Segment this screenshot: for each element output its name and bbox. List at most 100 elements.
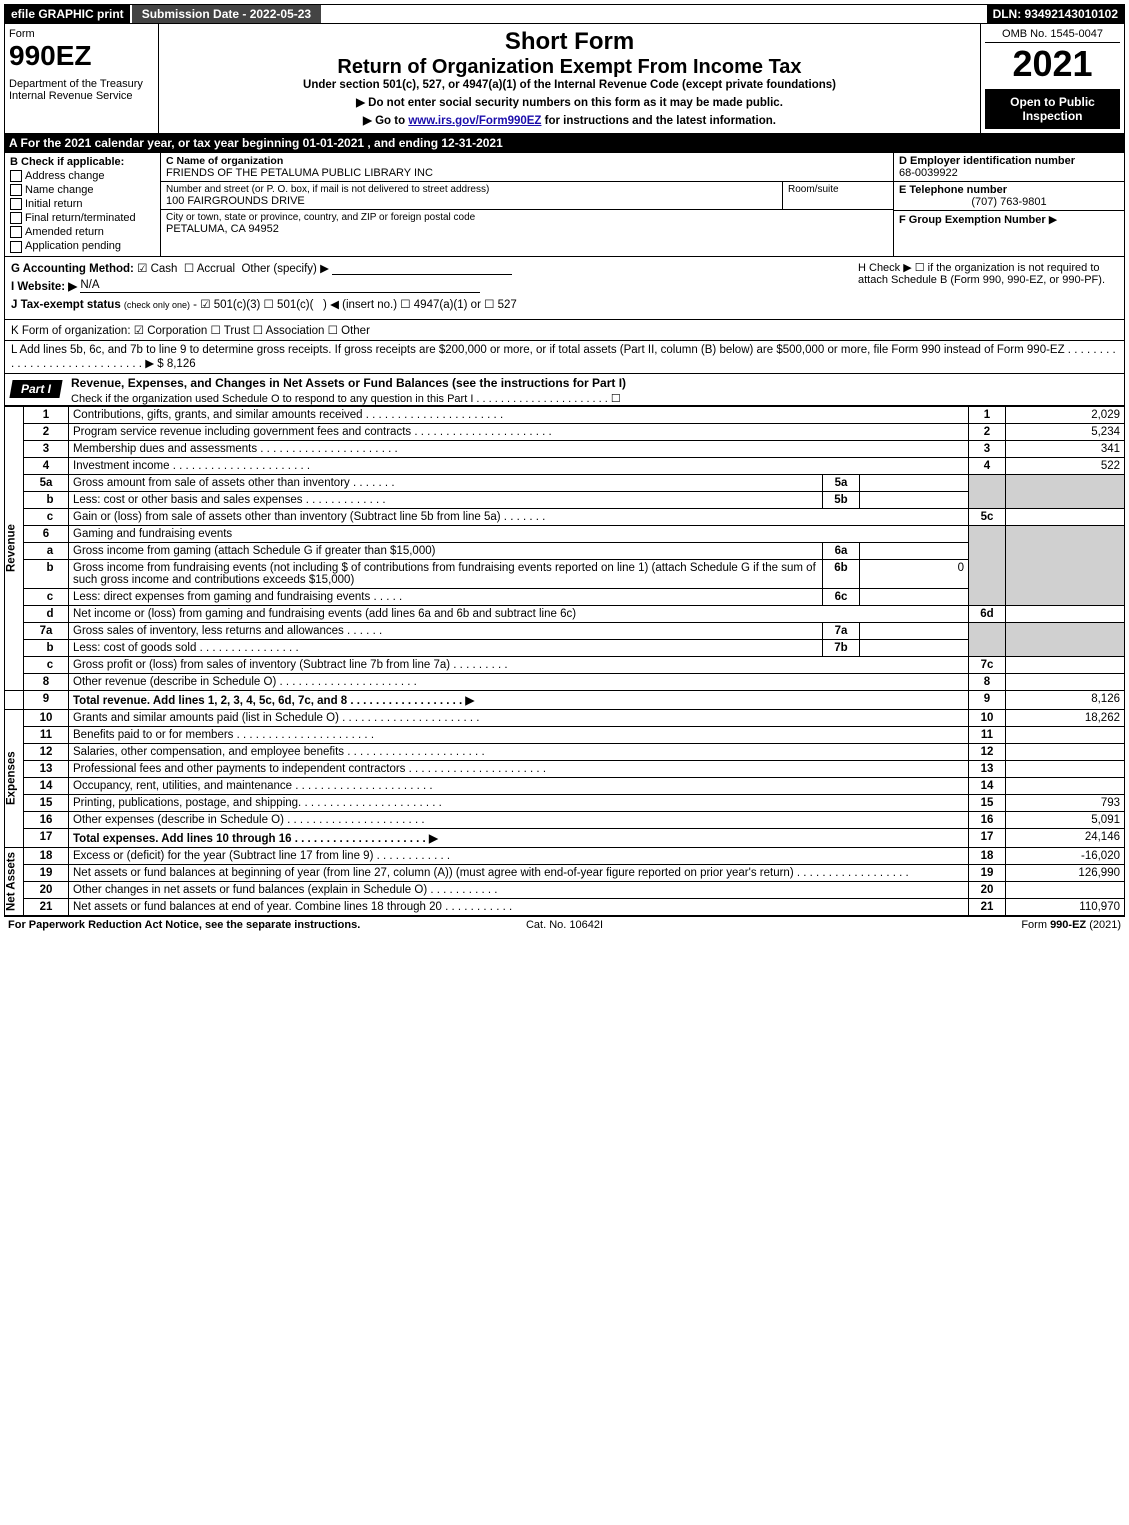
- line7b-boxval: [860, 639, 969, 656]
- line5b-desc: Less: cost or other basis and sales expe…: [69, 491, 823, 508]
- line13-num: 13: [24, 760, 69, 777]
- city-label: City or town, state or province, country…: [166, 212, 888, 223]
- line7a-boxlbl: 7a: [823, 622, 860, 639]
- line6c-num: c: [24, 588, 69, 605]
- line20-rnum: 20: [969, 881, 1006, 898]
- line13-rnum: 13: [969, 760, 1006, 777]
- line13-rval: [1006, 760, 1125, 777]
- other-specify: Other (specify) ▶: [241, 263, 328, 275]
- line6-desc: Gaming and fundraising events: [69, 525, 969, 542]
- chk-cash[interactable]: ☑ Cash: [137, 263, 177, 275]
- line15-rval: 793: [1006, 794, 1125, 811]
- line1-rnum: 1: [969, 406, 1006, 423]
- line2-rval: 5,234: [1006, 423, 1125, 440]
- line7c-num: c: [24, 656, 69, 673]
- part1-table: Revenue 1 Contributions, gifts, grants, …: [4, 406, 1125, 916]
- line5c-num: c: [24, 508, 69, 525]
- line15-rnum: 15: [969, 794, 1006, 811]
- line16-rnum: 16: [969, 811, 1006, 828]
- line10-rnum: 10: [969, 709, 1006, 726]
- line7b-boxlbl: 7b: [823, 639, 860, 656]
- line4-desc: Investment income: [69, 457, 969, 474]
- note2-pre: ▶ Go to: [363, 115, 408, 127]
- line4-rval: 522: [1006, 457, 1125, 474]
- sections-bcdef: B Check if applicable: Address change Na…: [4, 153, 1125, 257]
- section-k: K Form of organization: ☑ Corporation ☐ …: [4, 320, 1125, 341]
- tax-year: 2021: [985, 43, 1120, 85]
- line5b-boxlbl: 5b: [823, 491, 860, 508]
- line16-rval: 5,091: [1006, 811, 1125, 828]
- line10-desc: Grants and similar amounts paid (list in…: [69, 709, 969, 726]
- chk-final-return[interactable]: Final return/terminated: [10, 212, 155, 224]
- efile-print-button[interactable]: efile GRAPHIC print: [5, 5, 130, 23]
- line7a-num: 7a: [24, 622, 69, 639]
- line4-rnum: 4: [969, 457, 1006, 474]
- line20-desc: Other changes in net assets or fund bala…: [69, 881, 969, 898]
- line4-num: 4: [24, 457, 69, 474]
- line5b-num: b: [24, 491, 69, 508]
- line12-rval: [1006, 743, 1125, 760]
- line7ab-shade: [969, 622, 1006, 656]
- line6b-num: b: [24, 559, 69, 588]
- line2-desc: Program service revenue including govern…: [69, 423, 969, 440]
- line6b-boxlbl: 6b: [823, 559, 860, 588]
- line6c-boxlbl: 6c: [823, 588, 860, 605]
- chk-accrual[interactable]: ☐ Accrual: [184, 263, 235, 275]
- line18-desc: Excess or (deficit) for the year (Subtra…: [69, 847, 969, 864]
- department: Department of the Treasury Internal Reve…: [9, 78, 154, 102]
- line19-rval: 126,990: [1006, 864, 1125, 881]
- street-label: Number and street (or P. O. box, if mail…: [166, 184, 777, 195]
- line5a-desc: Gross amount from sale of assets other t…: [69, 474, 823, 491]
- topbar: efile GRAPHIC print Submission Date - 20…: [4, 4, 1125, 24]
- line8-num: 8: [24, 673, 69, 690]
- line6b-boxval: 0: [860, 559, 969, 588]
- chk-amended-return[interactable]: Amended return: [10, 226, 155, 238]
- chk-application-pending[interactable]: Application pending: [10, 240, 155, 252]
- header-left: Form 990EZ Department of the Treasury In…: [5, 24, 159, 133]
- line7c-desc: Gross profit or (loss) from sales of inv…: [69, 656, 969, 673]
- chk-address-change[interactable]: Address change: [10, 170, 155, 182]
- line5ab-shade-val: [1006, 474, 1125, 508]
- sections-ghij: H Check ▶ ☐ if the organization is not r…: [4, 257, 1125, 320]
- line19-desc: Net assets or fund balances at beginning…: [69, 864, 969, 881]
- line3-desc: Membership dues and assessments: [69, 440, 969, 457]
- line2-rnum: 2: [969, 423, 1006, 440]
- line6d-num: d: [24, 605, 69, 622]
- part1-badge: Part I: [9, 380, 62, 398]
- chk-initial-return[interactable]: Initial return: [10, 198, 155, 210]
- line11-desc: Benefits paid to or for members: [69, 726, 969, 743]
- other-specify-input[interactable]: [332, 261, 512, 275]
- line8-rval: [1006, 673, 1125, 690]
- line7b-desc: Less: cost of goods sold . . . . . . . .…: [69, 639, 823, 656]
- line7c-rnum: 7c: [969, 656, 1006, 673]
- line10-num: 10: [24, 709, 69, 726]
- line6c-boxval: [860, 588, 969, 605]
- short-form-title: Short Form: [165, 28, 974, 56]
- section-l-value: 8,126: [167, 358, 196, 370]
- irs-link[interactable]: www.irs.gov/Form990EZ: [408, 115, 541, 127]
- line1-rval: 2,029: [1006, 406, 1125, 423]
- line12-rnum: 12: [969, 743, 1006, 760]
- line18-rval: -16,020: [1006, 847, 1125, 864]
- line17-desc: Total expenses. Add lines 10 through 16 …: [69, 828, 969, 847]
- line17-num: 17: [24, 828, 69, 847]
- line14-desc: Occupancy, rent, utilities, and maintena…: [69, 777, 969, 794]
- line17-rval: 24,146: [1006, 828, 1125, 847]
- omb-number: OMB No. 1545-0047: [985, 28, 1120, 43]
- line11-rnum: 11: [969, 726, 1006, 743]
- header-center: Short Form Return of Organization Exempt…: [159, 24, 980, 133]
- form-label: Form: [9, 28, 154, 40]
- line1-num: 1: [24, 406, 69, 423]
- line5a-boxval: [860, 474, 969, 491]
- note2-post: for instructions and the latest informat…: [545, 115, 776, 127]
- return-title: Return of Organization Exempt From Incom…: [165, 56, 974, 79]
- ein-value: 68-0039922: [899, 167, 1119, 179]
- chk-name-change[interactable]: Name change: [10, 184, 155, 196]
- note-link: ▶ Go to www.irs.gov/Form990EZ for instru…: [165, 113, 974, 127]
- section-j: J Tax-exempt status (check only one) - ☑…: [11, 297, 1118, 311]
- line21-num: 21: [24, 898, 69, 915]
- part1-header: Part I Revenue, Expenses, and Changes in…: [4, 374, 1125, 406]
- line8-rnum: 8: [969, 673, 1006, 690]
- telephone-value: (707) 763-9801: [899, 196, 1119, 208]
- line18-num: 18: [24, 847, 69, 864]
